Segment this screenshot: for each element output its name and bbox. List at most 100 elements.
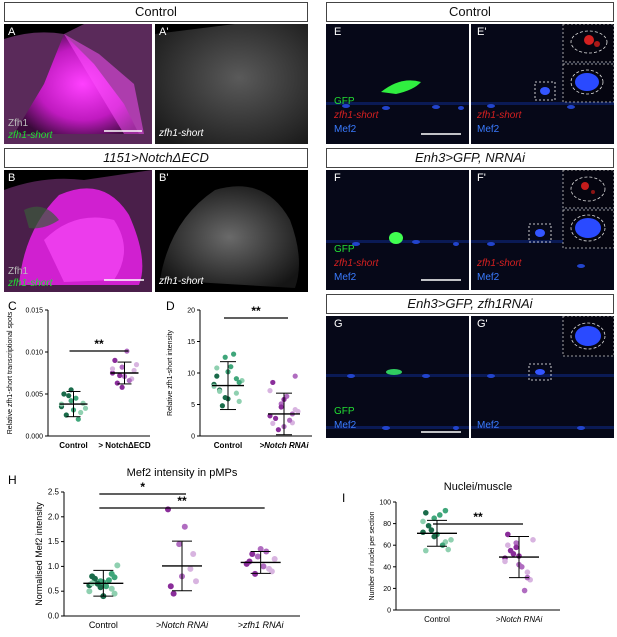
channel-zfh1-short-label: zfh1-short [334,110,379,121]
channel-zfh1-short-label: zfh1-short [477,258,522,269]
data-point [75,416,81,422]
y-tick-label: 2.5 [48,488,60,497]
data-point [428,527,435,533]
data-point [114,380,120,386]
y-tick-label: 0.005 [25,392,43,399]
y-tick-label: 10 [187,371,195,378]
data-point [228,364,234,370]
chart-title: Mef2 intensity in pMPs [127,467,238,479]
y-tick-label: 0.5 [48,587,60,596]
channel-mef2-label: Mef2 [334,420,357,431]
channel-mef2-label: Mef2 [477,124,500,135]
micrograph-E-prime: E' zfh1-short Mef2 [471,24,614,144]
channel-zfh1-short-label: zfh1-short [159,276,204,287]
y-tick-label: 0.015 [25,308,43,315]
channel-zfh1-short-label: zfh1-short [477,110,522,121]
channel-zfh1-short-label: zfh1-short [8,130,53,141]
panel-label-F: F [334,172,341,184]
micrograph-E: E GFP zfh1-short Mef2 [326,24,469,144]
data-point [108,585,115,592]
banner-right-control: Control [326,2,614,22]
data-point [131,367,137,374]
data-point [448,537,454,543]
data-point [78,409,84,416]
data-point [273,415,279,421]
data-point [190,551,197,557]
data-point [295,408,301,415]
data-point [119,364,125,370]
data-point [187,565,194,572]
y-axis-label: Number of nuclei per section [369,511,376,600]
data-point [292,373,298,379]
channel-zfh1-label: Zfh1 [8,118,29,129]
y-tick-label: 0.0 [48,612,60,621]
muscle-image-G-prime [471,316,614,430]
disc-image-B [4,170,152,292]
panel-label-F-prime: F' [477,172,486,184]
data-point [222,354,228,360]
micrograph-A-prime: A' zfh1-short [155,24,308,144]
data-point [126,377,132,384]
y-tick-label: 15 [187,339,195,346]
data-point [73,395,79,401]
x-category-label: Control [59,441,87,450]
data-point [270,379,276,386]
data-point [236,398,242,404]
chart-H: H Mef2 intensity in pMPs 0.0 0.5 1.0 1.5 2.0 2.… [8,467,300,630]
data-point [502,558,508,565]
data-point [267,388,273,394]
y-axis-label: Normalised Mef2 intensity [34,502,44,606]
muscle-image-E-prime [471,24,614,109]
panel-letter: C [8,299,17,313]
data-point [167,583,174,590]
data-point [112,357,118,363]
channel-mef2-label: Mef2 [334,272,357,283]
panel-letter: I [342,491,345,505]
y-tick-label: 60 [383,543,391,550]
x-category-label: Control [424,615,450,624]
data-point [61,391,67,397]
data-point [97,584,104,591]
x-category-label: >Notch RNAi [259,441,309,450]
data-point [249,551,256,557]
data-point [505,542,511,548]
data-point [111,574,118,581]
x-category-label: >Notch RNAi [156,620,209,630]
panel-label-B-prime: B' [159,172,169,184]
chart-D: D 0 5 10 15 20 Relative zfh1-short intensity Co… [166,299,312,450]
banner-right-zfh1: Enh3>GFP, zfh1RNAi [326,294,614,314]
channel-mef2-label: Mef2 [477,272,500,283]
panel-label-B: B [8,172,16,184]
data-point [530,537,536,543]
muscle-image-E [326,80,469,135]
panel-letter: D [166,299,175,313]
panel-label-A-prime: A' [159,26,169,38]
panel-label-G: G [334,318,343,330]
data-point [439,542,446,548]
y-tick-label: 0 [387,608,391,615]
data-point [114,562,121,569]
data-point [278,404,284,410]
data-point [214,373,220,379]
channel-gfp-label: GFP [334,406,355,417]
data-point [217,388,223,394]
channel-mef2-label: Mef2 [334,124,357,135]
significance-label: ** [473,510,483,524]
micrograph-F-prime: F' zfh1-short Mef2 [471,170,614,290]
data-point [442,507,449,514]
data-point [246,558,253,565]
banner-right-nrnai: Enh3>GFP, NRNAi [326,148,614,168]
x-category-label: >Notch RNAi [496,615,543,624]
data-point [524,569,531,575]
data-point [214,365,220,371]
data-point [117,372,123,379]
y-tick-label: 2.0 [48,512,60,521]
y-tick-label: 20 [187,308,195,315]
data-point [420,529,426,536]
data-point [425,522,432,529]
data-point [521,587,528,594]
data-point [513,540,519,546]
data-point [437,512,443,518]
data-point [193,578,199,585]
channel-zfh1-label: Zfh1 [8,266,29,277]
